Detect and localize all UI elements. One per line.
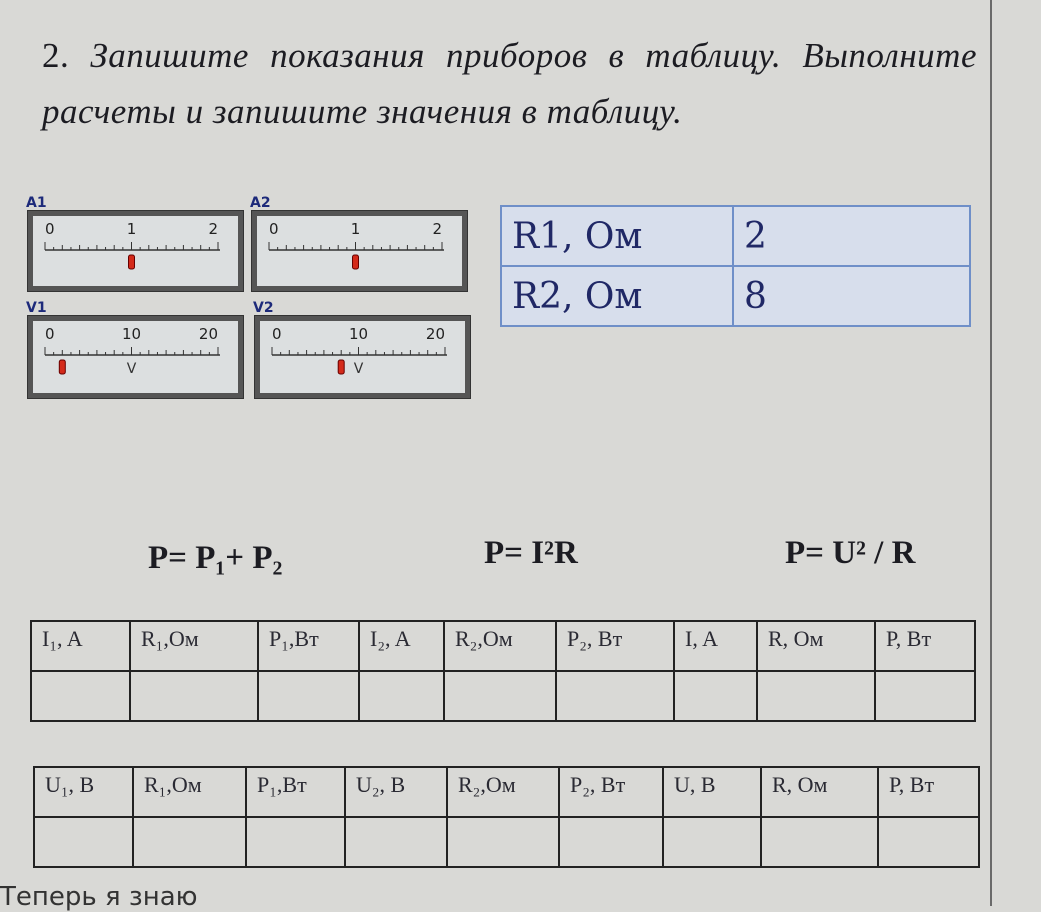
resistance-table: R1, Ом 2 R2, Ом 8 <box>500 205 971 327</box>
r2-label: R2, Ом <box>500 265 734 327</box>
scale-label: 0 <box>45 220 55 238</box>
answer-cell[interactable] <box>662 816 762 868</box>
scale-label: 0 <box>269 220 279 238</box>
meter-face: 0 1 2 <box>27 210 244 292</box>
page-margin-line <box>990 0 992 906</box>
meter-label: A1 <box>26 195 47 211</box>
answer-cell[interactable] <box>443 670 557 722</box>
meter-face: 0 1 2 <box>251 210 468 292</box>
scale-label: 10 <box>349 325 368 343</box>
meter-label: V2 <box>253 300 274 316</box>
scale-label: 20 <box>199 325 218 343</box>
meter-scale: 0 1 2 <box>268 220 444 270</box>
answer-row <box>33 816 980 868</box>
answer-cell[interactable] <box>558 816 664 868</box>
column-header: R₂,Ом <box>446 766 560 818</box>
column-header: R, Ом <box>760 766 879 818</box>
meter-needle <box>352 254 359 270</box>
unit-label: V <box>354 361 364 377</box>
scale-label: 10 <box>122 325 141 343</box>
r1-value: 2 <box>732 205 971 267</box>
column-header: U, B <box>662 766 762 818</box>
answer-cell[interactable] <box>877 816 980 868</box>
column-header: I, A <box>673 620 758 672</box>
column-header: R₁,Ом <box>132 766 247 818</box>
column-header: U₁, B <box>33 766 134 818</box>
column-header: R₁,Ом <box>129 620 259 672</box>
column-header: R, Ом <box>756 620 876 672</box>
header-row: U₁, B R₁,Ом P₁,Вт U₂, B R₂,Ом P₂, Вт U, B R, Ом… <box>33 766 980 818</box>
answer-cell[interactable] <box>446 816 560 868</box>
formula-current-power: P= I²R <box>484 535 578 571</box>
unit-label: V <box>127 361 137 377</box>
task-instructions: Запишите показания приборов в таблицу. В… <box>42 36 977 131</box>
table-row: R1, Ом 2 <box>500 205 971 267</box>
scale-label: 1 <box>127 220 137 238</box>
formula-total-power: P= P₁+ P₂ <box>148 540 283 576</box>
scale-label: 2 <box>432 220 442 238</box>
column-header: P₁,Вт <box>245 766 346 818</box>
r1-label: R1, Ом <box>500 205 734 267</box>
answer-cell[interactable] <box>33 816 134 868</box>
column-header: U₂, B <box>344 766 448 818</box>
voltage-results-table: U₁, B R₁,Ом P₁,Вт U₂, B R₂,Ом P₂, Вт U, B R, Ом… <box>33 766 980 868</box>
scale-label: 20 <box>426 325 445 343</box>
column-header: P₁,Вт <box>257 620 360 672</box>
meter-needle <box>337 359 345 375</box>
scale-label: 0 <box>272 325 282 343</box>
formula-voltage-power: P= U² / R <box>785 535 916 571</box>
answer-cell[interactable] <box>874 670 976 722</box>
column-header: P, Вт <box>874 620 976 672</box>
header-row: I₁, A R₁,Ом P₁,Вт I₂, A R₂,Ом P₂, Вт I, A R, Ом… <box>30 620 976 672</box>
meter-label: V1 <box>26 300 47 316</box>
meter-scale: 0 10 20 V <box>271 325 447 377</box>
column-header: P₂, Вт <box>558 766 664 818</box>
scale-label: 0 <box>45 325 55 343</box>
scale-label: 1 <box>351 220 361 238</box>
column-header: R₂,Ом <box>443 620 557 672</box>
answer-cell[interactable] <box>358 670 445 722</box>
current-results-table: I₁, A R₁,Ом P₁,Вт I₂, A R₂,Ом P₂, Вт I, A R, Ом… <box>30 620 976 722</box>
task-number: 2. <box>42 36 70 75</box>
meter-scale: 0 1 2 <box>44 220 220 270</box>
answer-cell[interactable] <box>344 816 448 868</box>
answer-cell[interactable] <box>756 670 876 722</box>
column-header: P₂, Вт <box>555 620 675 672</box>
answer-cell[interactable] <box>257 670 360 722</box>
footer-text: Теперь я знаю <box>0 882 198 912</box>
answer-cell[interactable] <box>132 816 247 868</box>
column-header: I₁, A <box>30 620 131 672</box>
scale-label: 2 <box>208 220 218 238</box>
meter-needle <box>128 254 135 270</box>
meter-face: 0 10 20 V <box>254 315 471 399</box>
answer-cell[interactable] <box>129 670 259 722</box>
meter-scale: 0 10 20 V <box>44 325 220 377</box>
answer-cell[interactable] <box>555 670 675 722</box>
r2-value: 8 <box>732 265 971 327</box>
answer-cell[interactable] <box>245 816 346 868</box>
answer-cell[interactable] <box>673 670 758 722</box>
meter-face: 0 10 20 V <box>27 315 244 399</box>
table-row: R2, Ом 8 <box>500 265 971 327</box>
column-header: I₂, A <box>358 620 445 672</box>
answer-cell[interactable] <box>760 816 879 868</box>
column-header: P, Вт <box>877 766 980 818</box>
meter-label: A2 <box>250 195 271 211</box>
task-text: 2. Запишите показания приборов в таблицу… <box>42 28 977 140</box>
answer-cell[interactable] <box>30 670 131 722</box>
meter-needle <box>58 359 66 375</box>
answer-row <box>30 670 976 722</box>
